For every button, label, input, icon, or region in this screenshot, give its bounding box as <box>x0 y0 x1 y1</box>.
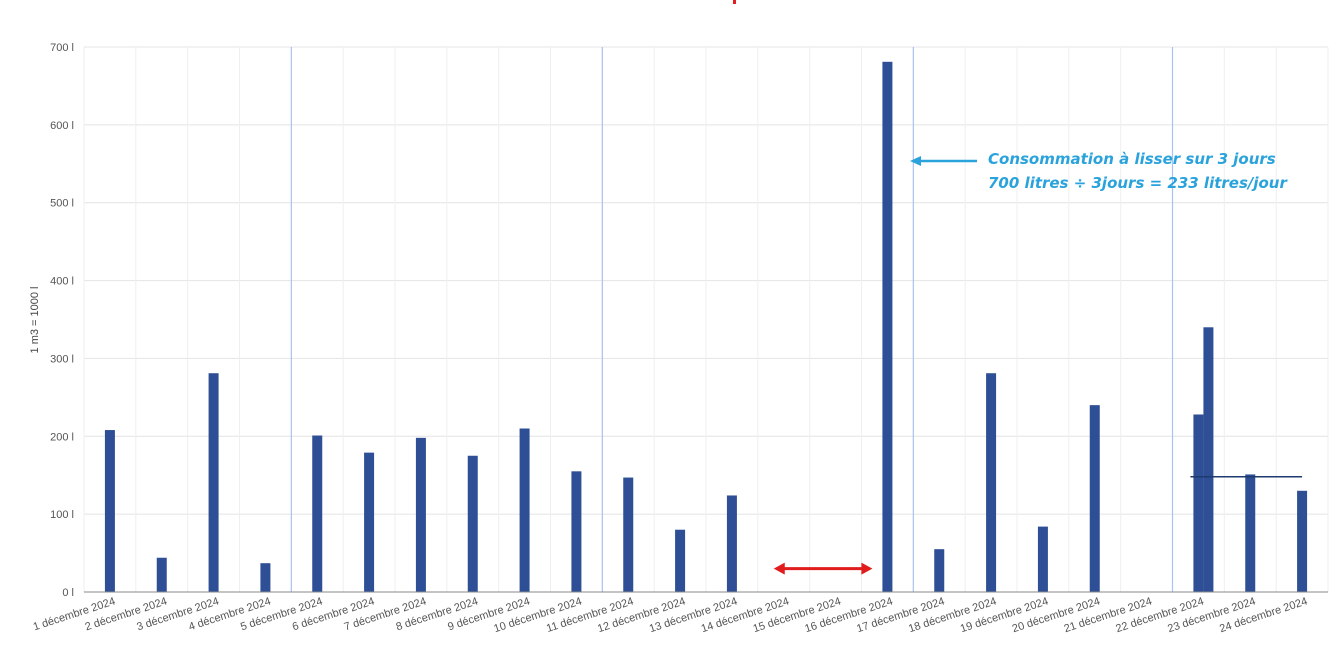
y-tick-label: 400 l <box>50 276 74 288</box>
bar <box>467 455 478 592</box>
bar <box>208 373 219 592</box>
annotation-line-1: Consommation à lisser sur 3 jours <box>988 150 1276 168</box>
y-tick-label: 200 l <box>50 431 74 443</box>
bar <box>415 437 426 592</box>
grid <box>83 46 1329 592</box>
bar <box>364 452 375 592</box>
bar <box>1193 414 1204 592</box>
bar <box>1037 526 1048 592</box>
bar <box>156 557 167 592</box>
annotation-line-2: 700 litres ÷ 3jours = 233 litres/jour <box>988 174 1288 192</box>
bar <box>882 61 893 593</box>
y-tick-label: 500 l <box>50 198 74 210</box>
bar <box>726 495 737 592</box>
bars <box>104 61 1308 593</box>
y-tick-label: 0 l <box>62 587 74 599</box>
y-tick-label: 600 l <box>50 120 74 132</box>
red-double-arrow <box>773 562 873 575</box>
bar-secondary <box>1203 327 1214 592</box>
bar <box>1297 490 1308 592</box>
bar <box>519 428 530 592</box>
bar <box>260 563 271 592</box>
bar <box>986 373 997 592</box>
annotation: Consommation à lisser sur 3 jours 700 li… <box>910 150 1288 192</box>
vertical-markers <box>290 47 1174 592</box>
y-tick-label: 300 l <box>50 353 74 365</box>
bar <box>571 471 582 592</box>
y-axis-ticks: 0 l 100 l 200 l 300 l 400 l 500 l 600 l 700 l <box>50 42 74 599</box>
y-tick-label: 100 l <box>50 509 74 521</box>
bar <box>623 477 634 592</box>
red-arrow-head-right <box>861 562 873 575</box>
bar <box>934 549 945 592</box>
bar <box>1245 474 1256 592</box>
bar <box>1089 405 1100 592</box>
bar <box>312 435 323 592</box>
y-tick-label: 700 l <box>50 42 74 54</box>
x-tick-label: 24 décembre 2024 <box>1218 595 1309 635</box>
bar <box>675 529 686 592</box>
annotation-arrow-head <box>910 156 921 166</box>
top-red-mark <box>733 0 736 4</box>
bar <box>104 430 115 592</box>
red-arrow-head-left <box>773 562 785 575</box>
y-axis-label: 1 m3 = 1000 l <box>29 287 41 354</box>
